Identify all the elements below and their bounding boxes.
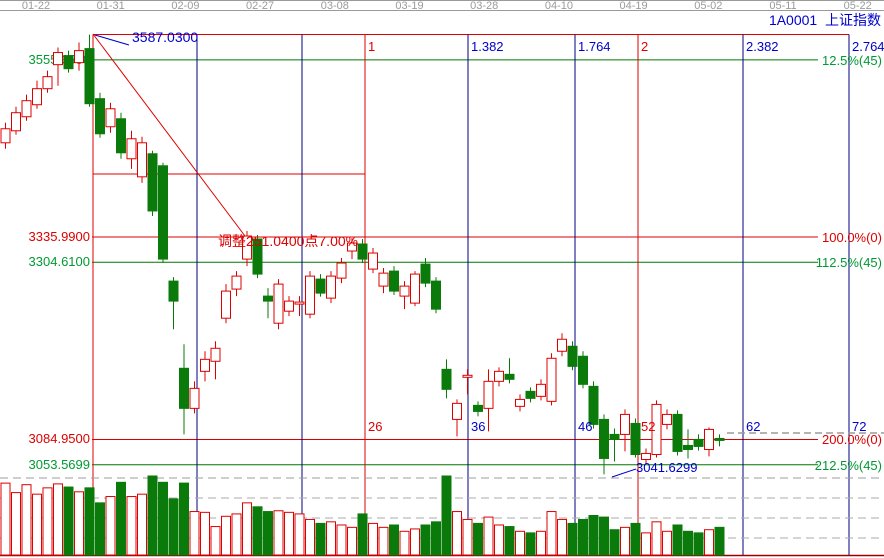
- date-label: 01-31: [96, 0, 125, 12]
- date-axis: 01-22 01-31 02-09 02-27 03-08 03-19 03-28 04-10…: [0, 0, 884, 12]
- date-label: 04-19: [619, 0, 648, 12]
- date-label: 05-02: [694, 0, 723, 12]
- date-label: 03-28: [470, 0, 499, 12]
- date-label: 05-22: [843, 0, 872, 12]
- date-label: 05-11: [769, 0, 797, 12]
- date-label: 01-22: [21, 0, 51, 12]
- price-level-label-left: 3335.9900: [28, 229, 90, 244]
- volume-series: [0, 475, 884, 557]
- price-level-label-left: 3053.5699: [28, 456, 90, 472]
- date-label: 02-09: [171, 0, 200, 12]
- date-label: 04-10: [544, 0, 573, 12]
- annotation-pointer-lines: [94, 34, 637, 478]
- price-level-label-left: 3084.9500: [28, 431, 90, 447]
- price-level-label-left: 3304.6100: [28, 254, 90, 270]
- date-label: 02-27: [246, 0, 275, 12]
- date-label: 03-08: [320, 0, 349, 12]
- date-label: 03-19: [395, 0, 424, 12]
- candlestick-series: [0, 34, 725, 475]
